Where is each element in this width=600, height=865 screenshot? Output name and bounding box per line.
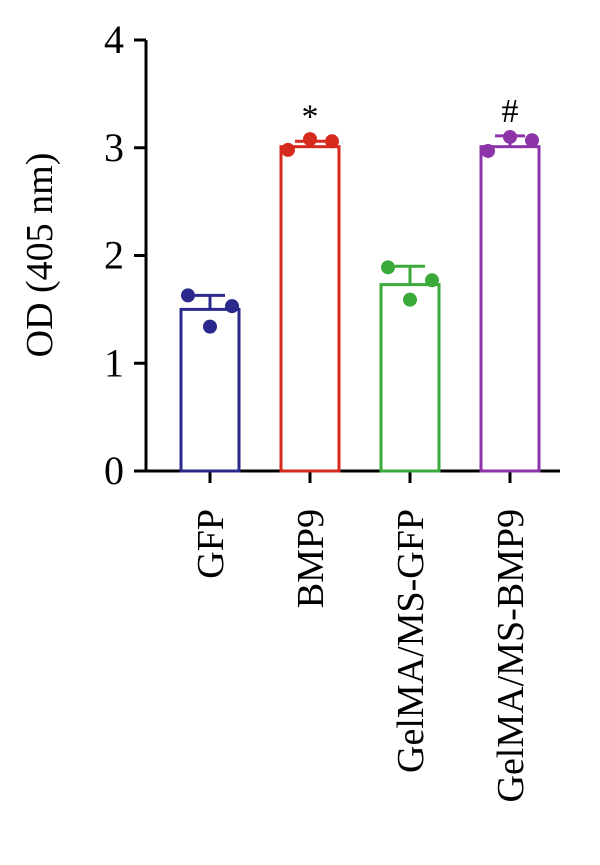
data-point bbox=[425, 273, 439, 288]
points-group bbox=[181, 129, 539, 334]
data-point bbox=[303, 132, 317, 147]
bar bbox=[379, 283, 441, 473]
category-label: GFP bbox=[190, 509, 232, 579]
data-point bbox=[481, 143, 495, 158]
y-axis-label: OD (405 nm) bbox=[19, 153, 61, 358]
data-point bbox=[225, 299, 239, 314]
y-axis: 0 1 2 3 4 bbox=[104, 17, 148, 493]
error-bars-group bbox=[195, 134, 525, 310]
y-axis-label-group: OD (405 nm) bbox=[19, 153, 61, 358]
y-tick-label: 2 bbox=[104, 233, 124, 278]
data-point bbox=[281, 142, 295, 157]
data-point bbox=[525, 133, 539, 148]
bar bbox=[479, 145, 541, 473]
annotations-group: * # bbox=[302, 93, 519, 135]
significance-marker: # bbox=[502, 93, 519, 130]
data-point bbox=[325, 134, 339, 149]
data-point bbox=[503, 129, 517, 144]
data-point bbox=[181, 288, 195, 303]
bar bbox=[279, 145, 341, 473]
bars-group bbox=[179, 145, 541, 473]
category-label: GelMA/MS-GFP bbox=[390, 509, 432, 773]
y-tick-label: 0 bbox=[104, 448, 124, 493]
y-tick-label: 1 bbox=[104, 340, 124, 385]
x-axis bbox=[144, 469, 560, 483]
data-point bbox=[203, 319, 217, 334]
category-label: BMP9 bbox=[290, 509, 332, 608]
significance-marker: * bbox=[302, 98, 319, 135]
y-tick-label: 3 bbox=[104, 125, 124, 170]
bar bbox=[179, 307, 241, 473]
data-point bbox=[403, 292, 417, 307]
data-point bbox=[381, 260, 395, 275]
category-labels-group: GFP BMP9 GelMA/MS-GFP GelMA/MS-BMP9 bbox=[190, 509, 532, 803]
category-label: GelMA/MS-BMP9 bbox=[490, 509, 532, 803]
y-tick-label: 4 bbox=[104, 17, 124, 62]
